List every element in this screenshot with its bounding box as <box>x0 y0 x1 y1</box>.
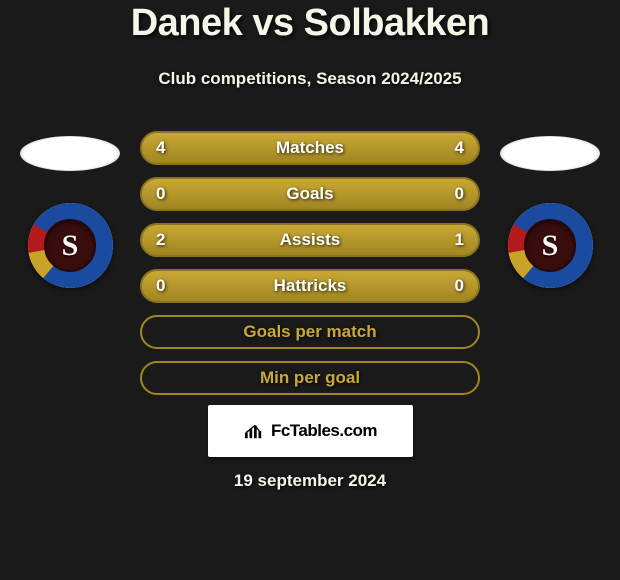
stat-left-value: 0 <box>156 276 165 296</box>
stat-label: Goals per match <box>243 322 376 342</box>
stat-row-min-per-goal: Min per goal <box>140 361 480 395</box>
subtitle: Club competitions, Season 2024/2025 <box>158 69 461 89</box>
badge-ring: S <box>508 203 593 288</box>
stat-label: Goals <box>286 184 333 204</box>
stat-label: Hattricks <box>274 276 347 296</box>
watermark-text: FcTables.com <box>271 421 377 441</box>
badge-letter: S <box>62 229 79 263</box>
badge-inner: S <box>524 219 577 272</box>
badge-letter: S <box>542 229 559 263</box>
right-club-badge: S <box>508 203 593 288</box>
date-text: 19 september 2024 <box>234 471 386 491</box>
badge-ring: S <box>28 203 113 288</box>
page-title: Danek vs Solbakken <box>131 2 490 45</box>
stat-row-matches: 4 Matches 4 <box>140 131 480 165</box>
stat-right-value: 0 <box>455 276 464 296</box>
stat-right-value: 0 <box>455 184 464 204</box>
right-player-column: S <box>500 131 600 288</box>
stat-label: Matches <box>276 138 344 158</box>
stat-left-value: 0 <box>156 184 165 204</box>
left-player-avatar <box>20 136 120 171</box>
stat-label: Min per goal <box>260 368 360 388</box>
stat-row-hattricks: 0 Hattricks 0 <box>140 269 480 303</box>
stat-row-assists: 2 Assists 1 <box>140 223 480 257</box>
chart-icon <box>243 422 265 440</box>
stat-left-value: 4 <box>156 138 165 158</box>
stat-right-value: 1 <box>455 230 464 250</box>
stat-label: Assists <box>280 230 340 250</box>
stat-left-value: 2 <box>156 230 165 250</box>
stat-right-value: 4 <box>455 138 464 158</box>
stats-column: 4 Matches 4 0 Goals 0 2 Assists 1 0 Hatt… <box>140 131 480 395</box>
stat-row-goals-per-match: Goals per match <box>140 315 480 349</box>
right-player-avatar <box>500 136 600 171</box>
left-club-badge: S <box>28 203 113 288</box>
infographic-root: Danek vs Solbakken Club competitions, Se… <box>0 0 620 580</box>
watermark: FcTables.com <box>208 405 413 457</box>
stat-row-goals: 0 Goals 0 <box>140 177 480 211</box>
badge-inner: S <box>44 219 97 272</box>
stats-area: S 4 Matches 4 0 Goals 0 2 Assists 1 <box>0 131 620 395</box>
left-player-column: S <box>20 131 120 288</box>
